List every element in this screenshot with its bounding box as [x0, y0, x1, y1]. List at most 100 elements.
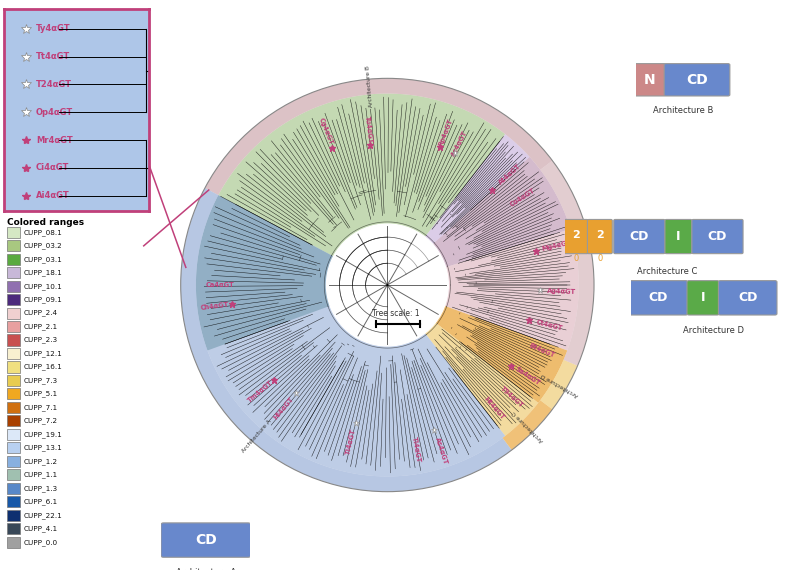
FancyBboxPatch shape — [6, 388, 20, 400]
Text: CD: CD — [686, 73, 708, 87]
Text: Ch4αGT: Ch4αGT — [200, 302, 229, 311]
Text: 2: 2 — [572, 230, 579, 241]
FancyBboxPatch shape — [6, 496, 20, 507]
Polygon shape — [540, 360, 578, 409]
Polygon shape — [387, 285, 538, 436]
Text: Tree scale: 1: Tree scale: 1 — [372, 308, 420, 317]
FancyBboxPatch shape — [6, 442, 20, 453]
Text: CUPP_10.1: CUPP_10.1 — [23, 283, 62, 290]
FancyBboxPatch shape — [563, 219, 588, 254]
FancyBboxPatch shape — [6, 227, 20, 238]
Text: Tu4αGT: Tu4αGT — [364, 115, 373, 144]
Text: Architecture B: Architecture B — [366, 65, 374, 107]
Text: Sa4αGT: Sa4αGT — [514, 366, 541, 386]
Text: CD: CD — [195, 533, 216, 547]
Text: Co4αGT: Co4αGT — [508, 187, 536, 207]
Text: CUPP_16.1: CUPP_16.1 — [23, 364, 62, 371]
Text: Mr4αGT: Mr4αGT — [36, 136, 73, 145]
Text: Architecture B: Architecture B — [654, 106, 713, 115]
FancyBboxPatch shape — [6, 254, 20, 264]
FancyBboxPatch shape — [6, 416, 20, 426]
FancyBboxPatch shape — [6, 510, 20, 521]
Text: CUPP_1.3: CUPP_1.3 — [23, 485, 57, 491]
Text: CUPP_22.1: CUPP_22.1 — [23, 512, 62, 519]
Text: CUPP_1.1: CUPP_1.1 — [23, 471, 57, 478]
Text: 2: 2 — [596, 230, 604, 241]
Text: Op4αGT: Op4αGT — [36, 108, 73, 117]
Text: CUPP_7.1: CUPP_7.1 — [23, 404, 57, 411]
Text: CUPP_5.1: CUPP_5.1 — [23, 390, 57, 397]
Text: CUPP_13.1: CUPP_13.1 — [23, 445, 62, 451]
FancyBboxPatch shape — [614, 219, 665, 254]
Polygon shape — [503, 400, 553, 450]
Text: CUPP_03.2: CUPP_03.2 — [23, 242, 62, 249]
Text: Architecture D: Architecture D — [541, 372, 580, 398]
Text: CUPP_7.3: CUPP_7.3 — [23, 377, 57, 384]
Text: Architecture A: Architecture A — [176, 568, 236, 570]
Text: Ty4αGT: Ty4αGT — [36, 25, 71, 33]
Text: CUPP_6.1: CUPP_6.1 — [23, 498, 57, 505]
Text: Ag4αGT: Ag4αGT — [546, 288, 576, 295]
Text: HI4αGT: HI4αGT — [273, 396, 295, 421]
Polygon shape — [205, 78, 553, 195]
FancyBboxPatch shape — [6, 308, 20, 319]
Text: Bt4αGT: Bt4αGT — [528, 343, 555, 359]
Polygon shape — [387, 134, 529, 285]
Polygon shape — [387, 229, 579, 285]
Text: T94αGT: T94αGT — [500, 385, 525, 409]
Text: Architecture C: Architecture C — [637, 267, 697, 276]
Text: Cg4αGT: Cg4αGT — [317, 117, 333, 146]
Text: CUPP_2.3: CUPP_2.3 — [23, 337, 57, 343]
Text: 0: 0 — [597, 254, 603, 263]
Text: CD: CD — [649, 291, 668, 304]
FancyBboxPatch shape — [6, 348, 20, 359]
FancyBboxPatch shape — [161, 523, 251, 557]
Text: Ca4αGT: Ca4αGT — [206, 282, 234, 288]
Polygon shape — [219, 93, 505, 285]
Text: CUPP_2.1: CUPP_2.1 — [23, 323, 57, 330]
FancyBboxPatch shape — [6, 375, 20, 386]
Text: CUPP_2.4: CUPP_2.4 — [23, 310, 57, 316]
Text: Ct4αGT: Ct4αGT — [536, 319, 564, 332]
Text: Ht4αGT: Ht4αGT — [483, 396, 506, 421]
FancyBboxPatch shape — [6, 294, 20, 305]
FancyBboxPatch shape — [718, 280, 777, 315]
Text: Architecture C: Architecture C — [512, 410, 546, 443]
Polygon shape — [540, 161, 594, 366]
FancyBboxPatch shape — [629, 280, 688, 315]
Text: Ai4αGT: Ai4αGT — [36, 191, 69, 200]
Text: As4αGT: As4αGT — [434, 436, 449, 465]
FancyBboxPatch shape — [692, 219, 743, 254]
Text: CUPP_12.1: CUPP_12.1 — [23, 350, 62, 357]
Text: Mg4αGT: Mg4αGT — [541, 239, 572, 252]
Text: 0: 0 — [573, 254, 579, 263]
Text: Colored ranges: Colored ranges — [6, 218, 84, 227]
FancyBboxPatch shape — [6, 483, 20, 494]
Text: At4αGT: At4αGT — [498, 163, 522, 186]
Text: CUPP_0.0: CUPP_0.0 — [23, 539, 57, 545]
Text: Tm4αGT: Tm4αGT — [247, 379, 274, 404]
FancyBboxPatch shape — [6, 456, 20, 467]
FancyBboxPatch shape — [664, 64, 730, 96]
FancyBboxPatch shape — [6, 429, 20, 440]
FancyBboxPatch shape — [6, 280, 20, 292]
FancyBboxPatch shape — [6, 267, 20, 278]
Text: CD: CD — [708, 230, 727, 243]
Polygon shape — [387, 285, 567, 403]
Polygon shape — [196, 195, 387, 351]
Text: CUPP_18.1: CUPP_18.1 — [23, 269, 62, 276]
Polygon shape — [196, 195, 505, 477]
FancyBboxPatch shape — [587, 219, 613, 254]
Text: CUPP_03.1: CUPP_03.1 — [23, 256, 62, 263]
Text: CUPP_1.2: CUPP_1.2 — [23, 458, 57, 465]
Text: CUPP_4.1: CUPP_4.1 — [23, 526, 57, 532]
Text: Ci4αGT: Ci4αGT — [36, 164, 69, 172]
FancyBboxPatch shape — [6, 361, 20, 373]
Circle shape — [327, 224, 448, 346]
FancyBboxPatch shape — [687, 280, 719, 315]
FancyBboxPatch shape — [6, 402, 20, 413]
Polygon shape — [387, 157, 571, 285]
Text: Architecture A: Architecture A — [240, 418, 272, 453]
FancyBboxPatch shape — [6, 536, 20, 548]
FancyBboxPatch shape — [634, 64, 666, 96]
